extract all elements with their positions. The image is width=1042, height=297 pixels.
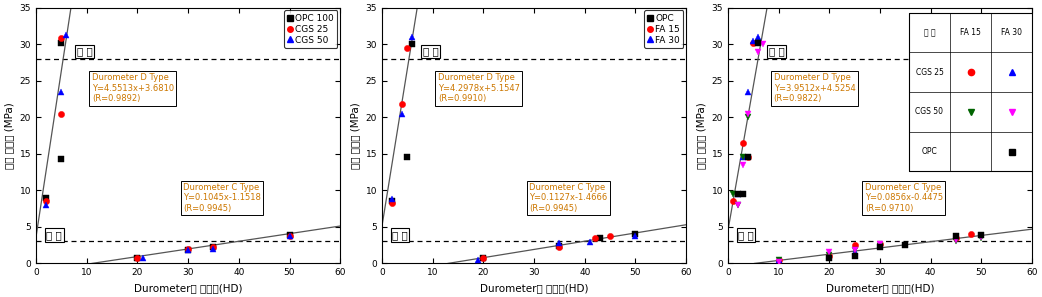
Text: CGS 50: CGS 50 (916, 108, 943, 116)
Text: Durometer D Type
Y=4.5513x+3.6810
(R=0.9892): Durometer D Type Y=4.5513x+3.6810 (R=0.9… (92, 73, 174, 103)
Text: Durometer D Type
Y=4.2978x+5.1547
(R=0.9910): Durometer D Type Y=4.2978x+5.1547 (R=0.9… (438, 73, 520, 103)
Text: 구 분: 구 분 (923, 28, 936, 37)
Text: FA 15: FA 15 (960, 28, 981, 37)
Text: Durometer C Type
Y=0.0856x-0.4475
(R=0.9710): Durometer C Type Y=0.0856x-0.4475 (R=0.9… (865, 183, 943, 213)
Text: 종 결: 종 결 (77, 47, 93, 57)
Text: OPC: OPC (921, 147, 938, 156)
Text: Durometer C Type
Y=0.1127x-1.4666
(R=0.9945): Durometer C Type Y=0.1127x-1.4666 (R=0.9… (529, 183, 607, 213)
Text: Durometer D Type
Y=3.9512x+4.5254
(R=0.9822): Durometer D Type Y=3.9512x+4.5254 (R=0.9… (773, 73, 855, 103)
FancyBboxPatch shape (909, 13, 1032, 171)
Text: 초 결: 초 결 (46, 230, 61, 240)
Y-axis label: 관입 저항치 (MPa): 관입 저항치 (MPa) (4, 102, 15, 169)
Text: 종 결: 종 결 (769, 47, 785, 57)
X-axis label: Durometer의 경도치(HD): Durometer의 경도치(HD) (479, 283, 589, 293)
Legend: OPC 100, CGS 25, CGS 50: OPC 100, CGS 25, CGS 50 (284, 10, 338, 48)
Text: FA 30: FA 30 (1001, 28, 1022, 37)
Text: CGS 25: CGS 25 (916, 68, 943, 77)
Y-axis label: 관입 저항치 (MPa): 관입 저항치 (MPa) (350, 102, 361, 169)
Y-axis label: 관입 저항치 (MPa): 관입 저항치 (MPa) (696, 102, 706, 169)
Text: Durometer C Type
Y=0.1045x-1.1518
(R=0.9945): Durometer C Type Y=0.1045x-1.1518 (R=0.9… (183, 183, 260, 213)
Text: 초 결: 초 결 (392, 230, 407, 240)
Text: 초 결: 초 결 (738, 230, 753, 240)
Text: 종 결: 종 결 (423, 47, 439, 57)
Legend: OPC, FA 15, FA 30: OPC, FA 15, FA 30 (644, 10, 684, 48)
X-axis label: Durometer의 경도치(HD): Durometer의 경도치(HD) (133, 283, 243, 293)
X-axis label: Durometer의 경도치(HD): Durometer의 경도치(HD) (825, 283, 935, 293)
